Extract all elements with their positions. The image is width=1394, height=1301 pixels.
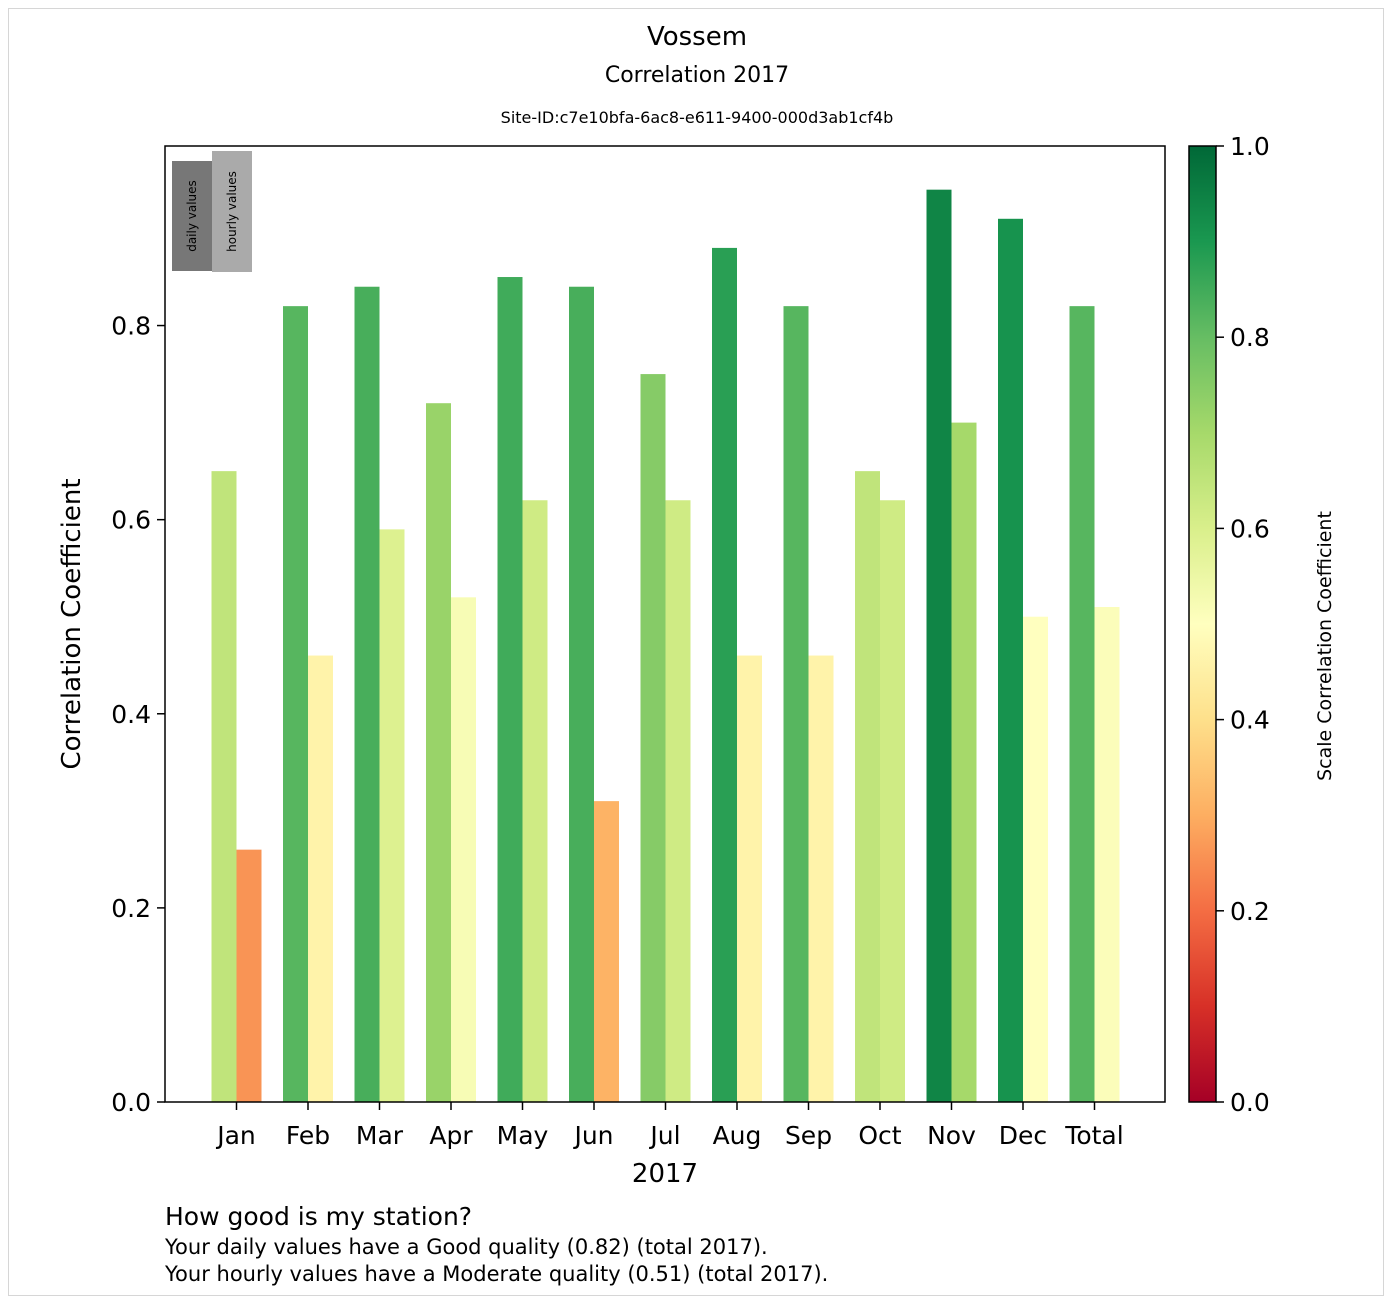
bar-hourly-total (1094, 607, 1120, 1102)
bar-daily-total (1069, 306, 1095, 1103)
bar-daily-mar (354, 286, 380, 1102)
x-tick-label-feb: Feb (286, 1121, 330, 1150)
bar-daily-jun (569, 286, 594, 1102)
footer-daily-quality: Your daily values have a Good quality (0… (165, 1235, 768, 1259)
colorbar-tick-label: 0.0 (1230, 1088, 1270, 1117)
bar-daily-aug (712, 247, 737, 1102)
bar-daily-jan (211, 471, 237, 1102)
y-axis-label: Correlation Coefficient (57, 478, 87, 769)
x-tick-label-total: Total (1064, 1121, 1123, 1150)
colorbar: 0.0 0.2 0.4 0.6 0.8 1.0 Scale Correlation Coef… (1188, 132, 1336, 1117)
y-tick-label: 0.0 (111, 1088, 151, 1117)
colorbar-tick-label: 1.0 (1230, 132, 1270, 161)
legend-label-daily: daily values (185, 180, 199, 252)
bar-daily-apr (426, 403, 451, 1102)
bar-hourly-may (522, 500, 548, 1103)
bar-hourly-feb (308, 655, 333, 1102)
bar-hourly-jul (665, 500, 691, 1103)
x-tick-label-nov: Nov (927, 1121, 976, 1150)
x-tick-label-oct: Oct (858, 1121, 901, 1150)
bar-daily-oct (855, 471, 880, 1102)
colorbar-tick-label: 0.4 (1230, 706, 1270, 735)
x-tick-label-sep: Sep (785, 1121, 832, 1150)
bar-hourly-sep (808, 655, 834, 1102)
y-tick-label: 0.4 (111, 700, 151, 729)
footer-heading: How good is my station? (165, 1202, 473, 1231)
colorbar-label: Scale Correlation Coefficient (1314, 511, 1336, 781)
bar-hourly-apr (451, 597, 476, 1102)
bars-layer (211, 189, 1120, 1103)
y-axis: 0.0 0.2 0.4 0.6 0.8 (111, 312, 165, 1117)
x-axis: Jan Feb Mar Apr May Jun Jul Aug Sep Oct Nov Dec Tota… (215, 1102, 1124, 1150)
y-tick-label: 0.6 (111, 506, 151, 535)
legend: daily values hourly values (172, 151, 252, 272)
x-tick-label-mar: Mar (356, 1121, 404, 1150)
bar-daily-sep (783, 306, 809, 1103)
x-tick-label-aug: Aug (713, 1121, 762, 1150)
bar-hourly-mar (379, 529, 405, 1102)
chart-title: Vossem (646, 22, 748, 52)
bar-daily-nov (926, 189, 952, 1103)
bar-hourly-dec (1023, 616, 1048, 1102)
x-tick-label-jun: Jun (572, 1121, 613, 1150)
legend-swatch-hourly (212, 151, 252, 272)
x-tick-label-jul: Jul (648, 1121, 680, 1150)
y-tick-label: 0.8 (111, 312, 151, 341)
x-tick-label-dec: Dec (999, 1121, 1047, 1150)
x-axis-label: 2017 (632, 1159, 698, 1189)
bar-daily-feb (283, 306, 308, 1103)
colorbar-gradient (1188, 145, 1217, 1103)
legend-label-hourly: hourly values (225, 171, 239, 252)
chart-subtitle: Correlation 2017 (604, 63, 790, 88)
colorbar-tick-label: 0.8 (1230, 323, 1270, 352)
colorbar-tick-label: 0.2 (1230, 897, 1270, 926)
legend-swatch-daily (172, 161, 212, 271)
bar-daily-jul (640, 374, 666, 1103)
y-tick-label: 0.2 (111, 894, 151, 923)
x-tick-label-apr: Apr (429, 1121, 473, 1150)
bar-daily-dec (998, 218, 1023, 1103)
colorbar-tick-label: 0.6 (1230, 514, 1270, 543)
x-tick-label-may: May (497, 1121, 549, 1150)
x-tick-label-jan: Jan (215, 1121, 256, 1150)
site-id-label: Site-ID:c7e10bfa-6ac8-e611-9400-000d3ab1… (500, 108, 894, 127)
bar-hourly-nov (951, 422, 977, 1102)
bar-hourly-jun (594, 801, 619, 1102)
bar-hourly-jan (236, 849, 262, 1102)
bar-hourly-oct (880, 500, 905, 1103)
bar-daily-may (497, 277, 523, 1102)
footer-hourly-quality: Your hourly values have a Moderate quali… (165, 1262, 829, 1286)
bar-hourly-aug (737, 655, 762, 1102)
